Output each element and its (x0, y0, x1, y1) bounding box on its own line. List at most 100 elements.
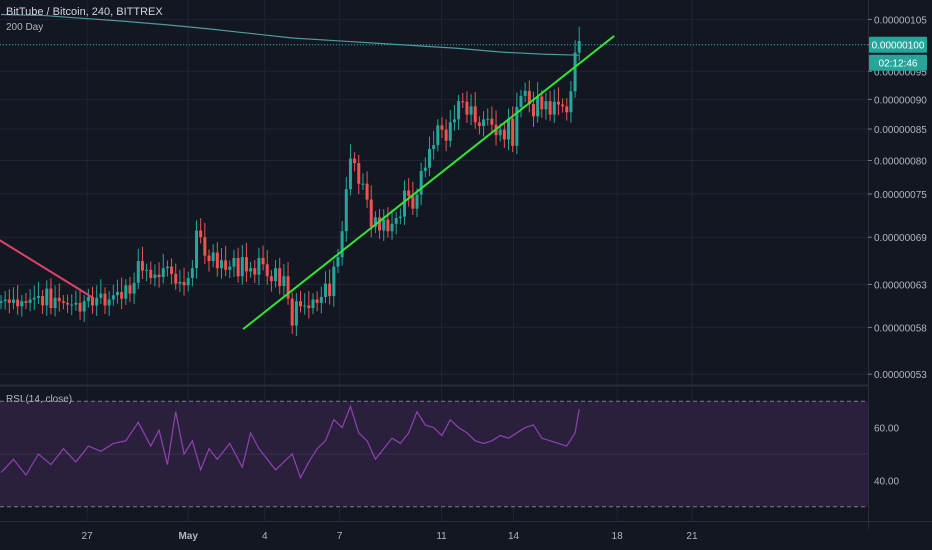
candle-body (61, 301, 65, 303)
candle-body (336, 257, 340, 267)
candle-body (415, 194, 419, 209)
time-tick-label: 4 (262, 531, 268, 542)
candle-body (561, 104, 565, 107)
candle-body (515, 106, 519, 146)
candle-body (24, 301, 28, 303)
candle-body (236, 257, 240, 277)
candle-body (66, 302, 70, 305)
rsi-axis: 60.00 40.00 (874, 424, 899, 488)
candle-body (519, 95, 523, 107)
candle-body (536, 96, 540, 117)
candle-body (440, 125, 444, 130)
price-tick-label: 0.00000095 (874, 67, 927, 78)
candle-body (7, 299, 11, 303)
candle-body (244, 257, 248, 272)
current-price-badge: 0.00000100 02:12:46 (869, 36, 927, 71)
candle-body (382, 219, 386, 231)
candle-body (353, 158, 357, 164)
candle-body (11, 299, 15, 303)
candle-body (145, 269, 149, 271)
candle-body (178, 281, 182, 284)
candle-body (161, 268, 165, 278)
rsi-tick-label: 60.00 (874, 424, 899, 435)
candle-body (386, 219, 390, 232)
candle-body (299, 301, 303, 307)
candle-body (407, 190, 411, 197)
candle-body (257, 257, 261, 275)
countdown-label: 02:12:46 (879, 59, 918, 70)
candle-body (28, 299, 32, 303)
candle-body (565, 106, 569, 113)
candle-body (307, 305, 311, 309)
candle-body (315, 299, 319, 303)
candle-body (228, 266, 232, 270)
candle-body (82, 301, 86, 312)
candle-body (544, 101, 548, 110)
candle-body (448, 122, 452, 141)
candle-body (70, 304, 74, 306)
candle-body (203, 237, 207, 256)
ma-legend: 200 Day (6, 22, 44, 33)
candle-body (45, 288, 49, 306)
candle-body (469, 106, 473, 115)
candle-body (311, 299, 315, 309)
candle-body (211, 252, 215, 262)
candle-body (319, 296, 323, 303)
downtrend-line (0, 239, 94, 299)
candle-body (190, 268, 194, 278)
candle-body (149, 269, 153, 278)
candle-body (132, 282, 136, 294)
candle-body (174, 273, 178, 284)
price-tick-label: 0.00000090 (874, 95, 927, 106)
candle-body (569, 91, 573, 113)
candle-body (124, 285, 128, 299)
candle-body (552, 101, 556, 115)
candle-body (274, 268, 278, 282)
price-tick-label: 0.00000053 (874, 370, 927, 381)
time-tick-label: May (178, 531, 198, 542)
candle-body (482, 119, 486, 126)
candle-body (95, 297, 99, 306)
candle-body (103, 293, 107, 306)
trendlines[interactable] (0, 35, 615, 330)
time-axis[interactable]: 27 May 4 7 11 14 18 21 (82, 531, 698, 542)
candle-body (465, 101, 469, 115)
candle-body (36, 296, 40, 298)
rsi-line (0, 400, 868, 508)
candle-body (423, 167, 427, 171)
candle-body (99, 293, 103, 298)
candle-body (348, 158, 352, 190)
candle-body (207, 255, 211, 262)
candle-body (153, 274, 157, 278)
candle-body (240, 257, 244, 277)
candle-body (457, 101, 461, 120)
candle-body (340, 231, 344, 258)
time-tick-label: 14 (508, 531, 520, 542)
candle-body (548, 101, 552, 115)
candle-body (511, 118, 515, 146)
candle-body (419, 170, 423, 195)
candle-body (452, 119, 456, 123)
time-tick-label: 21 (686, 531, 698, 542)
candle-body (556, 101, 560, 105)
price-tick-label: 0.00000080 (874, 156, 927, 167)
price-tick-label: 0.00000063 (874, 280, 927, 291)
candle-body (261, 257, 265, 265)
candle-body (32, 297, 36, 300)
candle-body (427, 148, 431, 168)
chart-title: BitTube / Bitcoin, 240, BITTREX (6, 6, 163, 18)
candle-body (140, 261, 144, 271)
candle-body (369, 199, 373, 227)
candle-body (486, 118, 490, 120)
candle-body (432, 145, 436, 149)
candle-body (394, 218, 398, 224)
candle-body (186, 277, 190, 286)
rsi-path (0, 404, 580, 480)
candle-body (573, 52, 577, 92)
price-badge-label: 0.00000100 (872, 41, 925, 52)
candle-body (531, 104, 535, 117)
candle-body (523, 90, 527, 96)
candle-body (286, 276, 290, 299)
candle-body (16, 299, 20, 307)
